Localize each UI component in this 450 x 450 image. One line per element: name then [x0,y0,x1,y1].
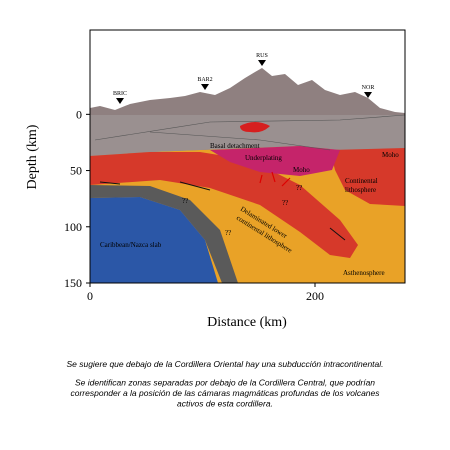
upper-crust [90,115,405,156]
x-tick-label: 200 [306,289,324,303]
region-label: Underplating [245,154,282,162]
station-label: BAR2 [197,77,212,83]
melt-arrows [259,171,291,187]
delaminated-lithosphere [90,152,358,258]
caption-line: activos de esta cordillera. [177,399,273,409]
y-tick-label: 150 [64,276,82,290]
unknown-label: ?? [225,229,231,237]
station-marker [201,84,209,90]
continental-lithosphere [330,148,405,206]
region-label: Asthenosphere [343,269,385,277]
station-marker [364,92,372,98]
caption-line: Se sugiere que debajo de la Cordillera O… [66,359,383,369]
region-label: Caribbean/Nazca slab [100,241,162,249]
y-tick-label: 0 [76,107,82,121]
unknown-label: ?? [282,199,288,207]
faults [94,114,406,151]
caption-line: corresponder a la posición de las cámara… [71,388,381,398]
region-label: Moho [293,166,310,174]
x-axis-title: Distance (km) [207,315,287,330]
dark-slab [90,185,238,283]
station-marker [116,98,124,104]
underplating [210,146,340,176]
station-label: NOR [362,85,375,91]
flow-arrows [99,181,346,241]
unknown-label: ?? [296,184,302,192]
y-axis-title: Depth (km) [25,124,40,189]
station-label: BRIC [113,91,127,97]
x-tick-label: 0 [87,289,93,303]
region-label: Basal detachment [210,142,260,150]
y-tick-label: 50 [70,164,82,178]
plot-frame [89,29,406,284]
region-label: Continental [345,177,378,185]
magma-chamber [240,122,270,133]
unknown-label: ?? [182,197,188,205]
y-tick-label: 100 [64,220,82,234]
station-marker [258,60,266,66]
caption-line: Se identifican zonas separadas por debaj… [75,378,375,388]
station-label: RUS [256,53,268,59]
region-label: Moho [382,151,399,159]
cross-section [89,29,406,284]
region-label: lithosphere [345,186,376,194]
caribbean-slab [90,197,218,283]
